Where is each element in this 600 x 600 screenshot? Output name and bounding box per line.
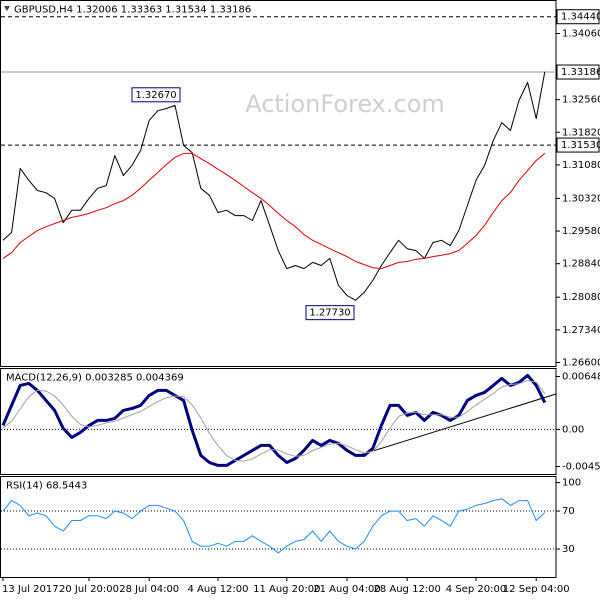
watermark: ActionForex.com	[245, 90, 445, 118]
x-tick-label: 11 Aug 20:00	[253, 584, 320, 595]
panel-title: MACD(12,26,9) 0.003285 0.004369	[6, 373, 184, 384]
level-label-box	[556, 137, 600, 153]
series-line	[2, 152, 546, 270]
y-tick-label: 1.28840	[562, 259, 600, 270]
panel-title: GBPUSD,H4 1.32006 1.33363 1.31534 1.3318…	[14, 5, 251, 16]
y-tick-label: 70	[562, 506, 575, 517]
panel-title: RSI(14) 68.5443	[6, 481, 87, 492]
y-tick-label: 1.29580	[562, 226, 600, 237]
series-line	[1, 373, 547, 467]
y-tick-label: 0.00	[562, 424, 584, 435]
rsi-panel	[0, 476, 557, 578]
x-tick-label: 4 Sep 20:00	[446, 584, 506, 595]
y-tick-label: 1.32560	[562, 95, 600, 106]
y-tick-label: 1.31080	[562, 160, 600, 171]
y-tick-label: 100	[562, 478, 581, 489]
y-tick-label: 1.30320	[562, 193, 600, 204]
y-tick-label: 1.28080	[562, 292, 600, 303]
series-line	[2, 71, 546, 301]
level-label: 1.33186	[561, 67, 600, 78]
x-tick-label: 13 Jul 2017	[2, 584, 59, 595]
x-tick-label: 4 Aug 12:00	[187, 584, 248, 595]
y-tick-label: -0.004546	[562, 461, 600, 472]
annotation-box	[305, 305, 355, 321]
macd-panel	[0, 368, 557, 475]
x-tick-label: 28 Aug 12:00	[373, 584, 440, 595]
level-label-box	[556, 64, 600, 80]
level-label-box	[556, 9, 600, 25]
macd-trendline	[359, 393, 557, 456]
annotation-label: 1.27730	[309, 308, 350, 319]
y-tick-label: 1.27340	[562, 325, 600, 336]
x-tick-label: 12 Sep 04:00	[503, 584, 570, 595]
x-tick-label: 28 Jul 04:00	[119, 584, 179, 595]
y-tick-label: 1.34060	[562, 28, 600, 39]
y-tick-label: 1.26600	[562, 357, 600, 368]
y-tick-label: 0.006486	[562, 372, 600, 383]
y-tick-label: 1.31820	[562, 127, 600, 138]
series-line	[2, 380, 546, 462]
collapse-icon	[4, 6, 10, 11]
x-tick-label: 20 Jul 20:00	[59, 584, 119, 595]
level-label: 1.34440	[561, 12, 600, 23]
annotation-box	[131, 87, 181, 103]
price-panel	[0, 0, 557, 367]
series-line	[2, 498, 546, 554]
level-label: 1.31530	[561, 140, 600, 151]
x-tick-label: 21 Aug 04:00	[313, 584, 380, 595]
annotation-label: 1.32670	[135, 90, 176, 101]
y-tick-label: 30	[562, 544, 575, 555]
